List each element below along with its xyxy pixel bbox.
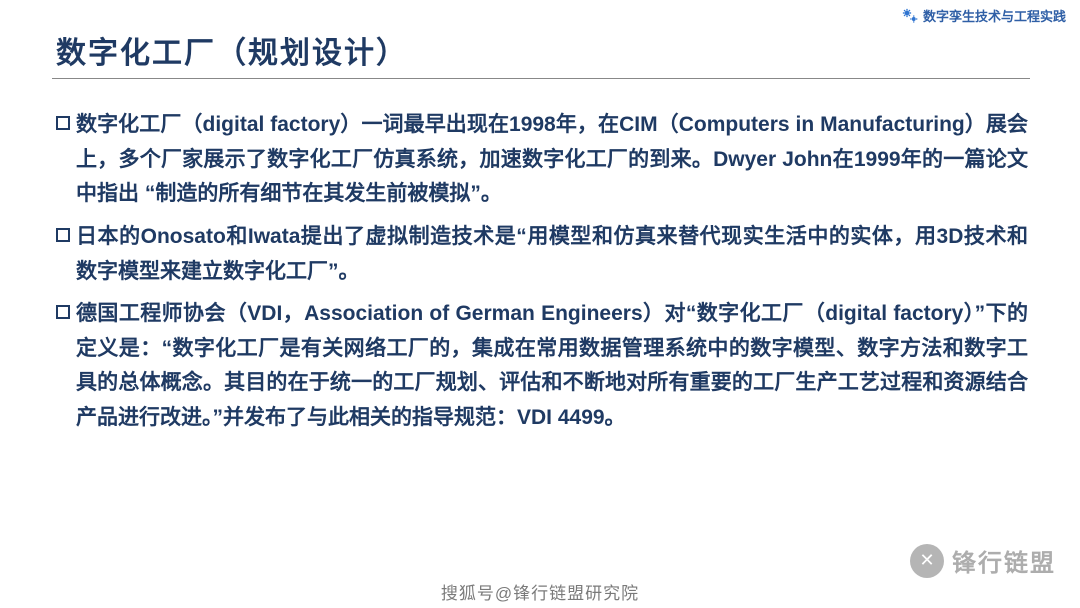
bullet-marker-icon — [56, 116, 70, 130]
watermark-source: 搜狐号@锋行链盟研究院 — [441, 579, 639, 604]
page-title: 数字化工厂（规划设计） — [56, 28, 408, 72]
title-divider — [52, 78, 1030, 79]
slide: 数字孪生技术与工程实践 数字化工厂（规划设计） 数字化工厂（digital fa… — [0, 0, 1080, 608]
bullet-item: 数字化工厂（digital factory）一词最早出现在1998年，在CIM（… — [56, 108, 1028, 212]
gears-icon — [901, 7, 919, 25]
header-brand: 数字孪生技术与工程实践 — [901, 6, 1066, 25]
content-body: 数字化工厂（digital factory）一词最早出现在1998年，在CIM（… — [56, 108, 1028, 444]
bullet-item: 德国工程师协会（VDI，Association of German Engine… — [56, 297, 1028, 436]
bullet-text: 德国工程师协会（VDI，Association of German Engine… — [76, 297, 1028, 436]
bullet-marker-icon — [56, 305, 70, 319]
bullet-text: 日本的Onosato和Iwata提出了虚拟制造技术是“用模型和仿真来替代现实生活… — [76, 220, 1028, 289]
bullet-item: 日本的Onosato和Iwata提出了虚拟制造技术是“用模型和仿真来替代现实生活… — [56, 220, 1028, 289]
bullet-marker-icon — [56, 228, 70, 242]
bullet-text: 数字化工厂（digital factory）一词最早出现在1998年，在CIM（… — [76, 108, 1028, 212]
header-label: 数字孪生技术与工程实践 — [923, 6, 1066, 25]
watermark-text: 锋行链盟 — [952, 543, 1056, 578]
watermark-brand: ✕ 锋行链盟 — [910, 543, 1056, 578]
watermark-icon: ✕ — [910, 544, 944, 578]
